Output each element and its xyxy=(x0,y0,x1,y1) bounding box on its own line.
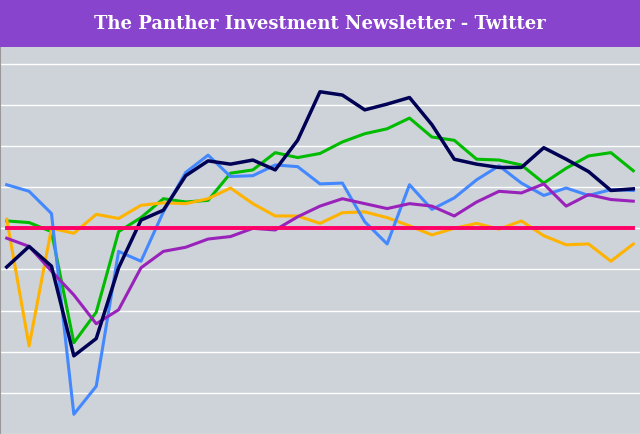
Text: The Panther Investment Newsletter - Twitter: The Panther Investment Newsletter - Twit… xyxy=(94,15,546,33)
